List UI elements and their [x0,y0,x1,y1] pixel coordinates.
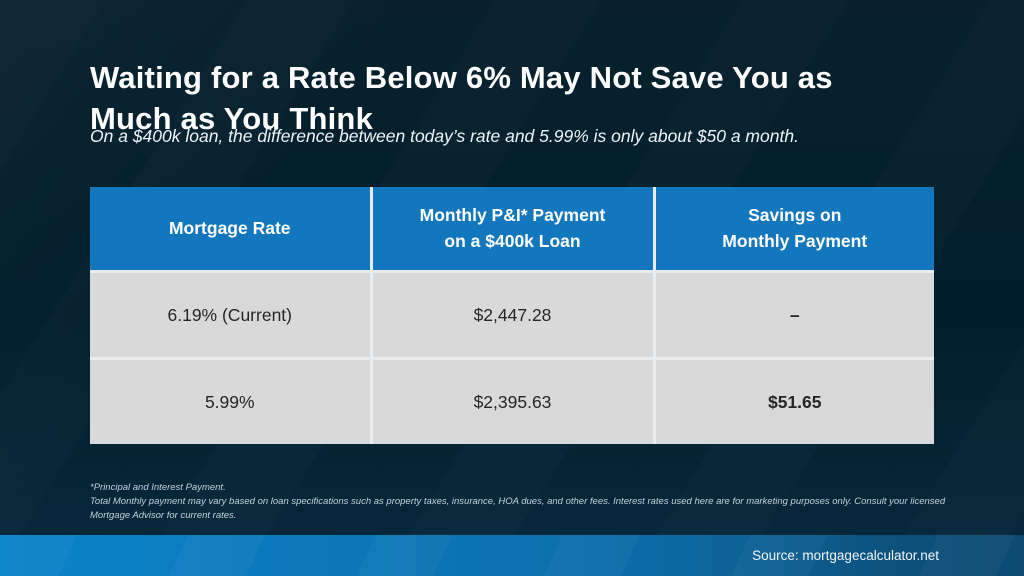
bottom-accent-bar: Source: mortgagecalculator.net [0,535,1024,576]
page-title: Waiting for a Rate Below 6% May Not Save… [90,57,970,139]
page-title-line-2: Much as You Think [90,100,374,136]
table-row-current-rate: 6.19% (Current) $2,447.28 – [90,270,934,359]
cell-payment-current: $2,447.28 [369,270,654,359]
footnote-line-2: Total Monthly payment may vary based on … [90,495,946,521]
page-title-line-1: Waiting for a Rate Below 6% May Not Save… [90,59,833,95]
column-header-mortgage-rate: Mortgage Rate [90,187,371,272]
subtitle: On a $400k loan, the difference between … [90,126,799,146]
cell-payment-lower: $2,395.63 [369,357,654,444]
column-header-monthly-payment: Monthly P&I* Payment on a $400k Loan [369,187,654,272]
cell-rate-lower: 5.99% [90,357,371,444]
table-header-row: Mortgage Rate Monthly P&I* Payment on a … [90,187,934,272]
source-attribution: Source: mortgagecalculator.net [752,548,939,563]
cell-savings-current: – [652,270,934,359]
column-header-savings: Savings on Monthly Payment [652,187,934,272]
table-row-lower-rate: 5.99% $2,395.63 $51.65 [90,357,934,444]
cell-rate-current: 6.19% (Current) [90,270,371,359]
footnote: *Principal and Interest Payment. Total M… [90,481,966,522]
mortgage-rate-table: Mortgage Rate Monthly P&I* Payment on a … [90,187,934,444]
footnote-line-1: *Principal and Interest Payment. [90,482,226,493]
cell-savings-lower: $51.65 [652,357,934,444]
